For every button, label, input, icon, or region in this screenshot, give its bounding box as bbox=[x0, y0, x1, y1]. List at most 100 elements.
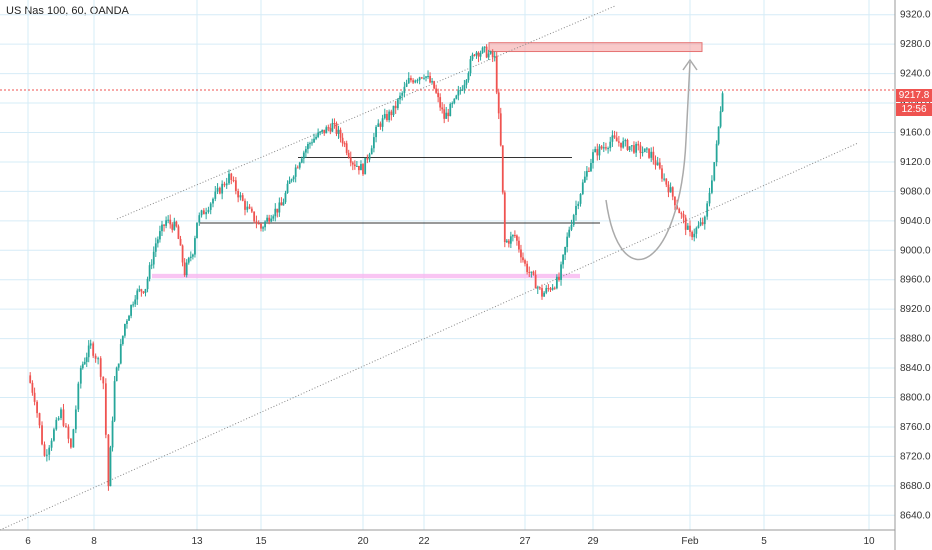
candle-body bbox=[351, 162, 354, 165]
candle-body bbox=[159, 231, 161, 240]
candle-body bbox=[300, 158, 303, 163]
candle-body bbox=[611, 135, 614, 142]
candle-body bbox=[594, 149, 597, 153]
candle-body bbox=[294, 167, 297, 177]
y-tick-label: 8920.0 bbox=[900, 304, 931, 315]
candle-body bbox=[447, 112, 450, 117]
candle-body bbox=[495, 56, 498, 93]
x-tick-label: 22 bbox=[418, 536, 430, 547]
candle-body bbox=[358, 165, 360, 171]
candle-body bbox=[721, 93, 724, 112]
candle-body bbox=[339, 129, 342, 138]
candle-body bbox=[553, 287, 556, 289]
candle-body bbox=[38, 413, 41, 426]
candle-body bbox=[528, 272, 531, 274]
candle-body bbox=[272, 216, 275, 219]
candle-body bbox=[296, 167, 299, 169]
candle-body bbox=[396, 99, 399, 109]
candle-body bbox=[585, 170, 588, 177]
candle-body bbox=[401, 92, 404, 96]
candle-body bbox=[536, 287, 539, 289]
candle-body bbox=[630, 145, 633, 147]
candle-body bbox=[455, 95, 458, 99]
candle-body bbox=[154, 243, 157, 252]
candle-body bbox=[572, 215, 575, 225]
candle-body bbox=[362, 164, 364, 175]
candle-body bbox=[439, 97, 442, 108]
candle-body bbox=[250, 208, 253, 212]
candle-body bbox=[292, 176, 295, 180]
x-tick-label: Feb bbox=[681, 536, 699, 547]
candle-body bbox=[503, 192, 506, 243]
candle-body bbox=[615, 137, 618, 142]
candle-body bbox=[189, 256, 192, 258]
candle-body bbox=[124, 324, 126, 336]
channel-lower-line bbox=[0, 142, 859, 531]
candle-body bbox=[309, 143, 311, 145]
candle-body bbox=[588, 170, 590, 172]
candle-body bbox=[699, 222, 702, 226]
candle-body bbox=[429, 75, 431, 83]
candle-body bbox=[703, 216, 706, 225]
y-tick-label: 8880.0 bbox=[900, 334, 931, 345]
candle-body bbox=[248, 206, 251, 209]
candle-body bbox=[194, 238, 196, 255]
candle-body bbox=[257, 223, 260, 225]
candle-body bbox=[234, 180, 237, 191]
candle-body bbox=[218, 187, 221, 194]
candle-body bbox=[183, 262, 186, 276]
candle-body bbox=[50, 440, 53, 448]
candle-body bbox=[130, 304, 132, 316]
candle-body bbox=[441, 107, 444, 110]
candle-body bbox=[284, 192, 287, 203]
candle-body bbox=[255, 221, 258, 224]
y-tick-label: 8640.0 bbox=[900, 510, 931, 521]
candle-body bbox=[317, 132, 320, 137]
candle-body bbox=[463, 84, 466, 90]
candle-body bbox=[532, 271, 535, 275]
candle-body bbox=[214, 191, 217, 199]
candle-body bbox=[360, 164, 362, 171]
candle-body bbox=[368, 154, 371, 160]
candle-body bbox=[637, 143, 640, 146]
candle-body bbox=[97, 358, 100, 360]
candle-body bbox=[530, 271, 533, 273]
candle-body bbox=[420, 77, 423, 79]
candle-body bbox=[383, 114, 386, 119]
candle-body bbox=[493, 56, 496, 58]
candle-body bbox=[117, 363, 120, 368]
candle-body bbox=[288, 180, 291, 184]
candle-body bbox=[386, 114, 388, 121]
candle-body bbox=[485, 46, 488, 58]
candle-body bbox=[453, 98, 456, 104]
candle-body bbox=[518, 240, 520, 250]
candle-body bbox=[77, 383, 80, 410]
candle-body bbox=[167, 219, 170, 221]
candle-body bbox=[547, 288, 550, 290]
x-tick-label: 6 bbox=[25, 536, 31, 547]
candle-body bbox=[509, 236, 512, 244]
candle-body bbox=[534, 274, 537, 289]
candle-body bbox=[639, 145, 642, 154]
candle-body bbox=[507, 240, 510, 244]
y-tick-label: 9000.0 bbox=[900, 245, 931, 256]
candle-body bbox=[89, 343, 92, 346]
y-tick-label: 8800.0 bbox=[900, 393, 931, 404]
candle-body bbox=[645, 148, 648, 150]
projection-arrow bbox=[682, 58, 698, 71]
candle-body bbox=[33, 392, 36, 402]
candle-body bbox=[191, 254, 194, 257]
candle-body bbox=[661, 168, 663, 179]
candle-body bbox=[538, 287, 541, 289]
candle-body bbox=[185, 262, 188, 276]
candle-body bbox=[451, 103, 454, 105]
candle-body bbox=[695, 227, 698, 234]
candle-body bbox=[179, 238, 182, 246]
candle-body bbox=[216, 187, 219, 192]
candle-body bbox=[307, 143, 309, 150]
candle-body bbox=[319, 131, 322, 133]
candle-body bbox=[628, 146, 631, 151]
candle-body bbox=[237, 190, 240, 198]
y-tick-label: 9320.0 bbox=[900, 10, 931, 21]
